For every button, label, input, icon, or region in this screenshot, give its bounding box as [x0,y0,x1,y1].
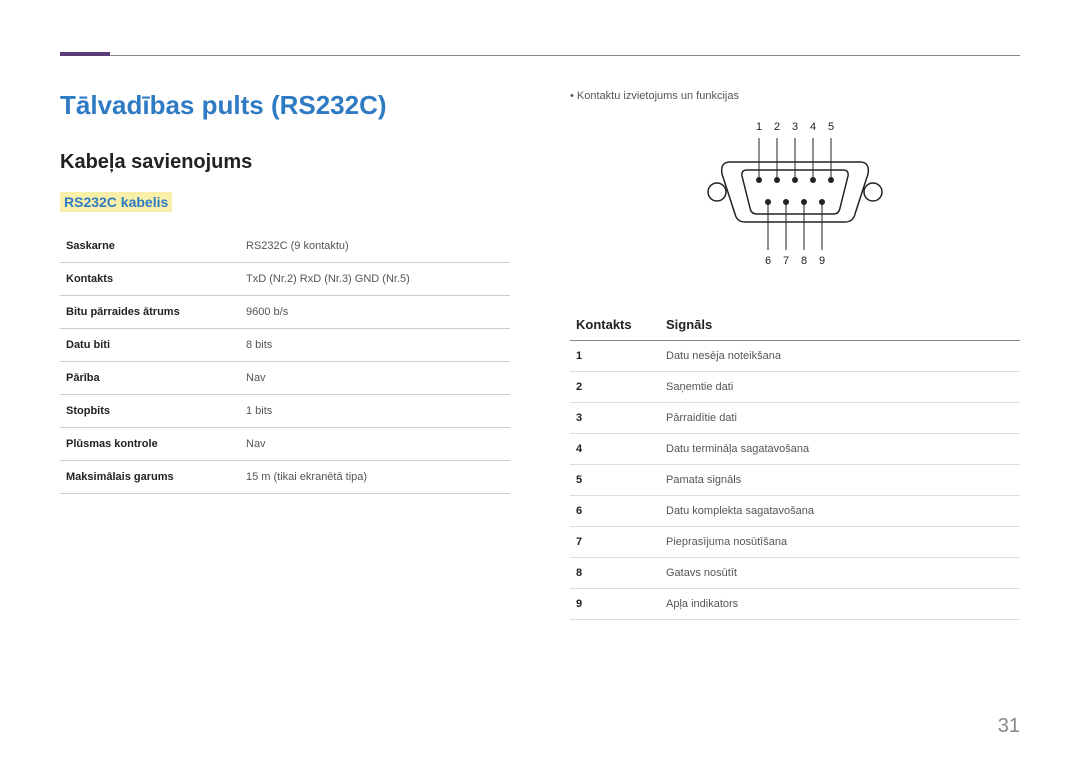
spec-row: Datu biti8 bits [60,329,510,362]
bullet-text: Kontaktu izvietojums un funkcijas [570,90,1020,102]
pin-row: 3Pārraidītie dati [570,403,1020,434]
spec-row: SaskarneRS232C (9 kontaktu) [60,230,510,263]
pin-signal: Datu nesēja noteikšana [660,341,1020,372]
spec-row: Bitu pārraides ātrums9600 b/s [60,296,510,329]
svg-text:6: 6 [765,255,771,267]
spec-row: Maksimālais garums15 m (tikai ekranētā t… [60,461,510,494]
pin-signal: Pārraidītie dati [660,403,1020,434]
spec-value: RS232C (9 kontaktu) [240,230,510,263]
spec-row: Stopbits1 bits [60,395,510,428]
pin-row: 7Pieprasījuma nosūtīšana [570,527,1020,558]
pin-row: 6Datu komplekta sagatavošana [570,496,1020,527]
pin-signal: Datu komplekta sagatavošana [660,496,1020,527]
page-number: 31 [998,715,1020,738]
header-rule [60,55,1020,56]
pin-number: 8 [570,558,660,589]
header-accent [60,52,110,56]
specs-table: SaskarneRS232C (9 kontaktu)KontaktsTxD (… [60,230,510,494]
spec-label: Stopbits [60,395,240,428]
svg-text:8: 8 [801,255,807,267]
spec-label: Maksimālais garums [60,461,240,494]
page-title: Tālvadības pults (RS232C) [60,90,510,121]
right-column: Kontaktu izvietojums un funkcijas 123456… [570,90,1020,620]
subtitle: Kabeļa savienojums [60,151,510,174]
spec-label: Pārība [60,362,240,395]
svg-text:3: 3 [792,121,798,133]
pin-row: 9Apļa indikators [570,589,1020,620]
pin-number: 6 [570,496,660,527]
spec-value: 1 bits [240,395,510,428]
pins-table: Kontakts Signāls 1Datu nesēja noteikšana… [570,309,1020,620]
svg-text:9: 9 [819,255,825,267]
content-area: Tālvadības pults (RS232C) Kabeļa savieno… [60,90,1020,620]
spec-value: Nav [240,362,510,395]
left-column: Tālvadības pults (RS232C) Kabeļa savieno… [60,90,510,620]
spec-row: PārībaNav [60,362,510,395]
pin-row: 4Datu termināļa sagatavošana [570,434,1020,465]
pin-row: 2Saņemtie dati [570,372,1020,403]
spec-label: Saskarne [60,230,240,263]
spec-value: 15 m (tikai ekranētā tipa) [240,461,510,494]
pin-number: 2 [570,372,660,403]
spec-value: 9600 b/s [240,296,510,329]
spec-value: 8 bits [240,329,510,362]
pin-signal: Pamata signāls [660,465,1020,496]
spec-row: KontaktsTxD (Nr.2) RxD (Nr.3) GND (Nr.5) [60,263,510,296]
spec-label: Bitu pārraides ātrums [60,296,240,329]
pin-number: 9 [570,589,660,620]
pin-number: 3 [570,403,660,434]
pin-row: 8Gatavs nosūtīt [570,558,1020,589]
spec-row: Plūsmas kontroleNav [60,428,510,461]
pin-row: 1Datu nesēja noteikšana [570,341,1020,372]
svg-text:2: 2 [774,121,780,133]
signal-col-header: Signāls [660,309,1020,341]
pin-number: 5 [570,465,660,496]
spec-value: Nav [240,428,510,461]
svg-text:4: 4 [810,121,816,133]
spec-label: Datu biti [60,329,240,362]
svg-text:5: 5 [828,121,834,133]
pin-number: 4 [570,434,660,465]
pin-signal: Apļa indikators [660,589,1020,620]
pin-signal: Saņemtie dati [660,372,1020,403]
pin-number: 1 [570,341,660,372]
pin-signal: Datu termināļa sagatavošana [660,434,1020,465]
spec-label: Kontakts [60,263,240,296]
svg-text:7: 7 [783,255,789,267]
spec-value: TxD (Nr.2) RxD (Nr.3) GND (Nr.5) [240,263,510,296]
pin-number: 7 [570,527,660,558]
pin-col-header: Kontakts [570,309,660,341]
section-label: RS232C kabelis [60,192,172,212]
spec-label: Plūsmas kontrole [60,428,240,461]
svg-text:1: 1 [756,121,762,133]
connector-diagram: 12345 6789 [570,114,1020,279]
pin-signal: Gatavs nosūtīt [660,558,1020,589]
pin-row: 5Pamata signāls [570,465,1020,496]
pin-signal: Pieprasījuma nosūtīšana [660,527,1020,558]
